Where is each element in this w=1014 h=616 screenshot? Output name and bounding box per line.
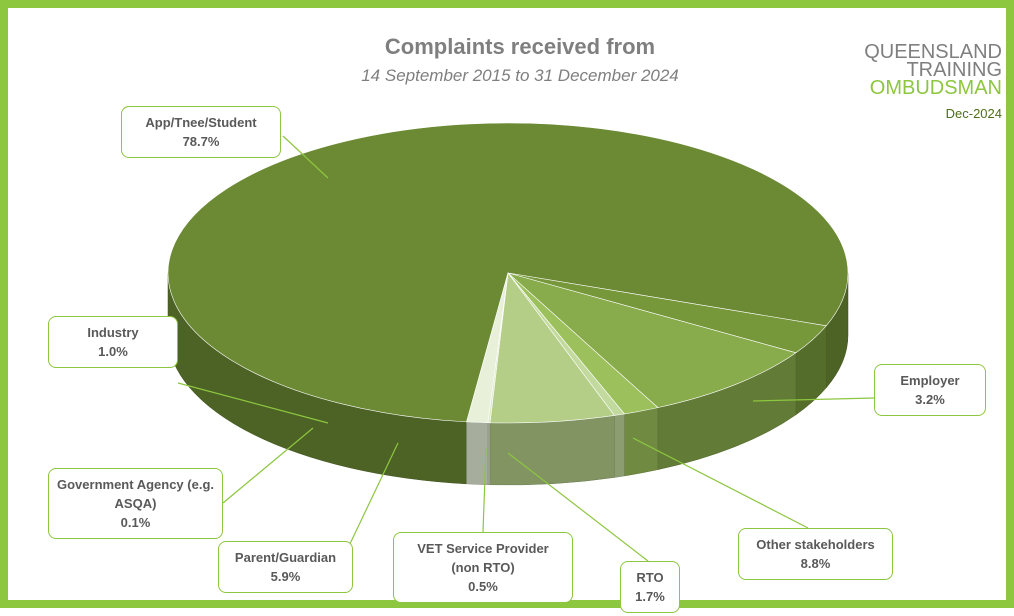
- data-label: Parent/Guardian 5.9%: [218, 541, 353, 593]
- data-label: RTO 1.7%: [620, 561, 680, 613]
- data-label: Government Agency (e.g. ASQA) 0.1%: [48, 468, 223, 539]
- logo-line: OMBUDSMAN: [870, 77, 1002, 99]
- label-name: Industry: [87, 325, 139, 340]
- label-value: 5.9%: [270, 569, 301, 584]
- slice: [466, 272, 509, 424]
- label-name: Parent/Guardian: [234, 550, 337, 565]
- data-label: Industry 1.0%: [48, 316, 178, 368]
- slice-side: [489, 415, 615, 486]
- label-value: 3.2%: [915, 392, 945, 407]
- label-name: VET Service Provider (non RTO): [417, 541, 549, 575]
- pie-sides: [167, 272, 849, 486]
- leader-line: [222, 427, 314, 504]
- leader-line: [347, 442, 399, 549]
- slice: [167, 122, 849, 423]
- chart-subtitle: 14 September 2015 to 31 December 2024: [361, 66, 679, 85]
- label-value: 8.8%: [800, 556, 831, 571]
- chart: Complaints received from 14 September 20…: [167, 34, 1002, 562]
- logo-line: QUEENSLAND: [864, 41, 1002, 63]
- data-label: Employer 3.2%: [874, 364, 986, 416]
- label-value: 78.7%: [182, 134, 220, 149]
- label-value: 1.0%: [98, 344, 128, 359]
- leader-line: [177, 382, 329, 424]
- label-name: Other stakeholders: [756, 537, 875, 552]
- leader-line: [752, 397, 875, 402]
- data-label: App/Tnee/Student 78.7%: [121, 106, 281, 158]
- label-value: 0.5%: [468, 579, 498, 594]
- leader-line: [507, 452, 649, 562]
- label-name: RTO: [636, 570, 664, 585]
- leader-line: [482, 447, 487, 533]
- slice: [507, 272, 797, 408]
- slice-side: [614, 413, 625, 478]
- slice-side: [487, 422, 491, 486]
- chart-title: Complaints received from: [385, 34, 655, 59]
- data-label: Other stakeholders 8.8%: [738, 528, 893, 580]
- leader-line: [282, 135, 329, 179]
- leader-line: [632, 437, 809, 529]
- logo-line: TRAINING: [906, 59, 1002, 81]
- pie-tops: [167, 122, 849, 424]
- label-value: 0.1%: [120, 515, 151, 530]
- data-label: VET Service Provider (non RTO) 0.5%: [393, 532, 573, 603]
- slice: [489, 272, 615, 424]
- label-value: 1.7%: [635, 589, 665, 604]
- label-name: Employer: [900, 373, 960, 388]
- label-name: App/Tnee/Student: [145, 115, 257, 130]
- label-name: Government Agency (e.g. ASQA): [57, 477, 214, 511]
- chart-date: Dec-2024: [946, 106, 1002, 121]
